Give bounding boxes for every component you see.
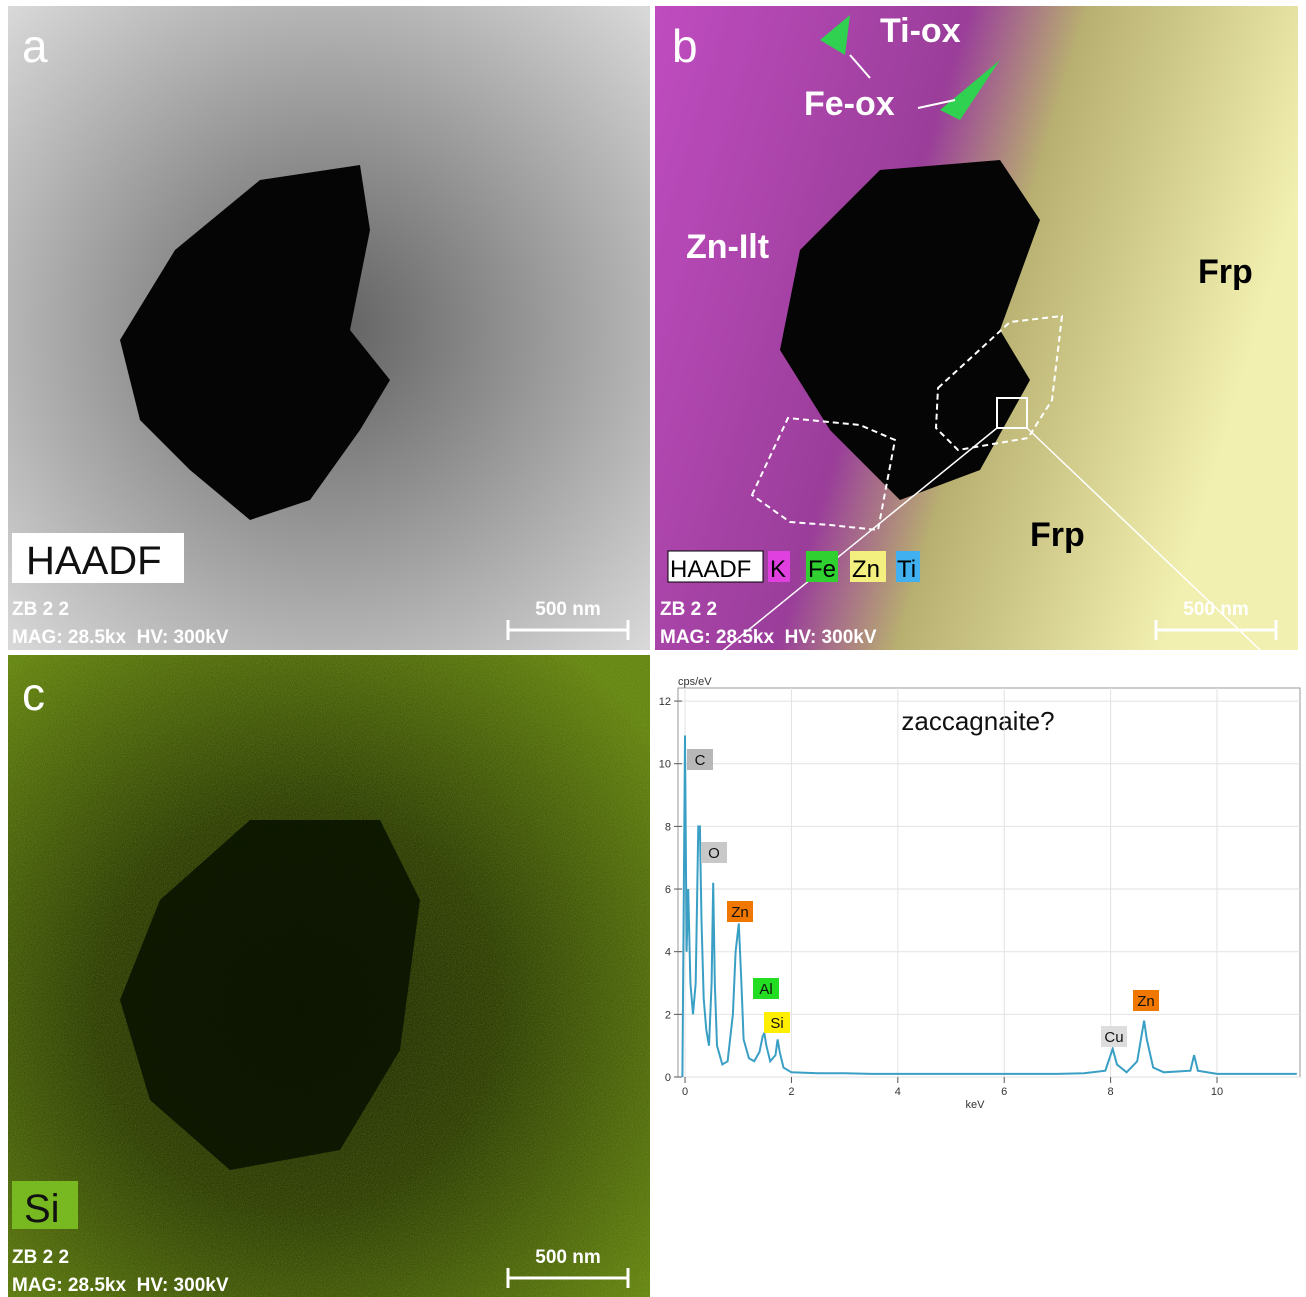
info-label: MAG: 28.5kx HV: 300kV: [660, 627, 877, 648]
x-tick-label: 8: [1108, 1086, 1114, 1098]
y-tick-label: 8: [665, 821, 671, 833]
peak-label: Si: [770, 1015, 783, 1032]
y-axis-label: cps/eV: [678, 676, 712, 688]
peak-label: Zn: [1137, 993, 1155, 1010]
legend-label: K: [770, 556, 786, 583]
panel-letter: c: [22, 668, 45, 720]
peak-label: C: [695, 752, 706, 769]
peak-label: Cu: [1104, 1029, 1123, 1046]
element-label: Si: [24, 1187, 60, 1231]
y-tick-label: 10: [659, 759, 671, 771]
sample-label: ZB 2 2: [660, 599, 717, 620]
peak-label: Zn: [731, 904, 749, 921]
legend-label: Fe: [808, 556, 836, 583]
panel-a: a HAADF ZB 2 2 MAG: 28.5kx HV: 300kV 500…: [8, 6, 650, 650]
info-label: MAG: 28.5kx HV: 300kV: [12, 627, 229, 648]
y-tick-label: 2: [665, 1009, 671, 1021]
panel-letter: b: [672, 20, 698, 72]
x-tick-label: 10: [1211, 1086, 1223, 1098]
y-tick-label: 0: [665, 1072, 671, 1084]
chart-title: zaccagnaite?: [901, 706, 1054, 736]
sample-label: ZB 2 2: [12, 599, 69, 620]
mode-label: HAADF: [26, 539, 162, 583]
sample-label: ZB 2 2: [12, 1247, 69, 1268]
phase-label: Fe-ox: [804, 85, 895, 123]
figure: a HAADF ZB 2 2 MAG: 28.5kx HV: 300kV 500…: [0, 0, 1306, 1297]
phase-label: Ti-ox: [880, 12, 961, 50]
peak-label: O: [708, 845, 720, 862]
peak-label: Al: [759, 981, 772, 998]
spectrum: cps/eV keV zaccagnaite? 0 2 4 6 8 10 12 0 2 4 6 8 10…: [659, 676, 1300, 1111]
panel-c: c Si ZB 2 2 MAG: 28.5kx HV: 300kV 500 nm: [8, 655, 650, 1297]
scale-label: 500 nm: [535, 599, 600, 620]
legend-label: HAADF: [670, 556, 751, 583]
info-label: MAG: 28.5kx HV: 300kV: [12, 1275, 229, 1296]
legend-label: Ti: [897, 556, 916, 583]
x-tick-label: 2: [788, 1086, 794, 1098]
y-tick-label: 4: [665, 947, 671, 959]
phase-label: Zn-Ilt: [686, 228, 769, 266]
scale-label: 500 nm: [1183, 599, 1248, 620]
panel-b: b Ti-ox Fe-ox Zn-Ilt Frp Frp HAADF K Fe …: [655, 6, 1300, 688]
x-tick-label: 6: [1001, 1086, 1007, 1098]
phase-label: Frp: [1030, 516, 1085, 554]
x-axis-label: keV: [966, 1099, 986, 1111]
panel-letter: a: [22, 20, 48, 72]
x-tick-label: 0: [682, 1086, 688, 1098]
scale-label: 500 nm: [535, 1247, 600, 1268]
y-tick-label: 6: [665, 884, 671, 896]
legend-label: Zn: [852, 556, 880, 583]
y-tick-label: 12: [659, 696, 671, 708]
phase-label: Frp: [1198, 253, 1253, 291]
x-tick-label: 4: [895, 1086, 901, 1098]
